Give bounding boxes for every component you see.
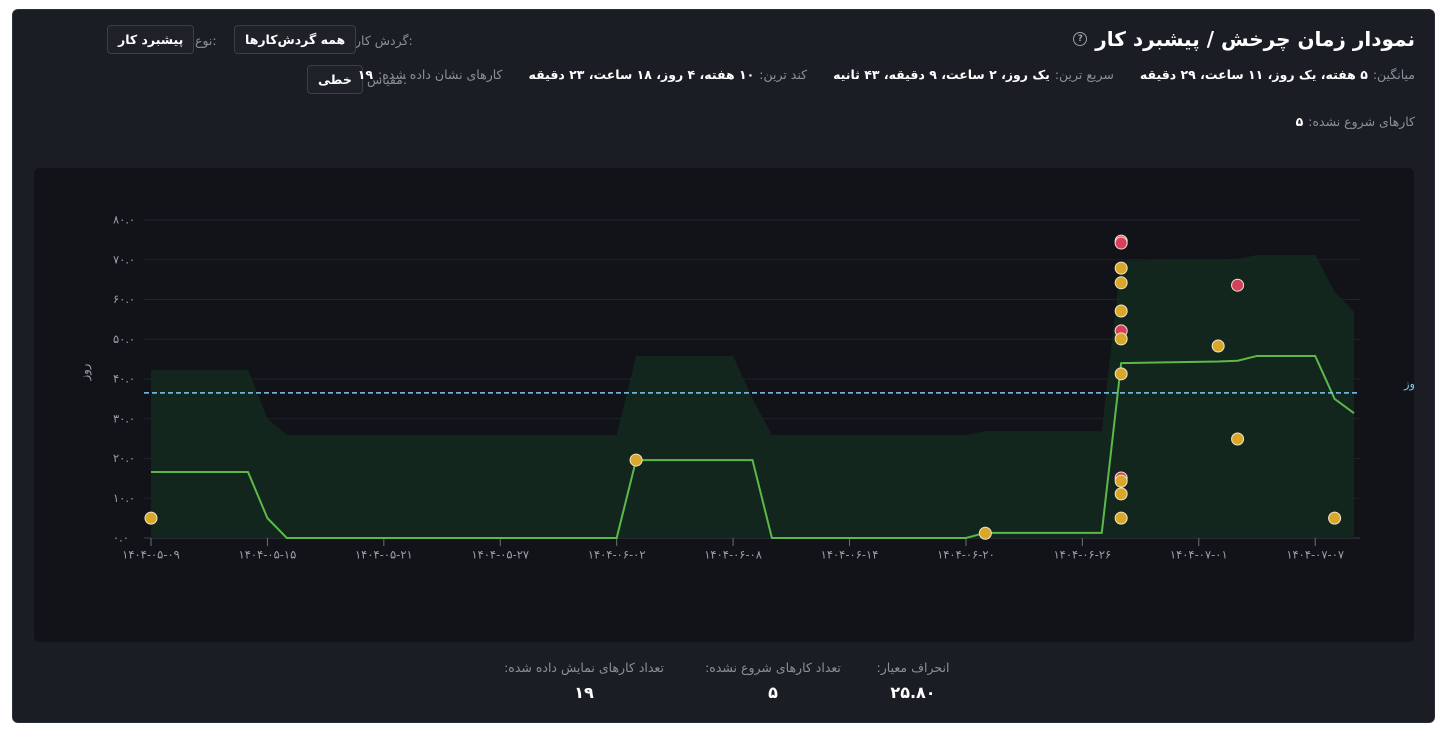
chart-panel: روز ۰.۰ ۱۰.۰ ۲۰.۰ ۳۰.۰ ۴۰.۰ ۵۰.۰ ۶۰.۰ ۷۰.۰ ۸۰.۰ ۱… [34, 168, 1447, 642]
x-tick-label: ۱۴۰۴-۰۶-۰۲ [588, 548, 646, 562]
x-tick-label: ۱۴۰۴-۰۵-۰۹ [122, 548, 180, 562]
type-label: نوع: [195, 33, 217, 48]
work-item [1114, 236, 1128, 250]
title-row: نمودار زمان چرخش / پیشبرد کار ? [1073, 27, 1415, 51]
y-tick-label: ۱۰.۰ [113, 491, 135, 505]
type-select[interactable]: پیشبرد کار [107, 25, 195, 54]
y-tick-label: ۰.۰ [113, 531, 129, 545]
y-axis-label: روز [78, 364, 93, 382]
x-tick-label: ۱۴۰۴-۰۵-۱۵ [239, 548, 297, 562]
stat-label: میانگین: [1372, 67, 1415, 82]
x-tick-label: ۱۴۰۴-۰۵-۲۱ [355, 548, 413, 562]
stat: سریع ترین: یک روز، ۲ ساعت، ۹ دقیقه، ۴۳ ثا… [833, 67, 1114, 82]
stat-value: ۵ هفته، یک روز، ۱۱ ساعت، ۲۹ دقیقه [1139, 67, 1368, 82]
work-item [1328, 511, 1342, 525]
x-tick-label: ۱۴۰۴-۰۷-۰۷ [1286, 548, 1344, 562]
footer-label: انحراف معیار: [876, 660, 950, 675]
scale-select[interactable]: خطی [307, 65, 363, 94]
stat: کند ترین: ۱۰ هفته، ۴ روز، ۱۸ ساعت، ۲۳ دقی… [529, 67, 808, 82]
footer-stat: تعداد کارهای نمایش داده شده: ۱۹ [504, 660, 664, 702]
help-icon[interactable]: ? [1073, 32, 1088, 46]
work-item [1114, 261, 1128, 275]
x-tick-label: ۱۴۰۴-۰۶-۲۰ [937, 548, 995, 562]
y-tick-label: ۳۰.۰ [113, 411, 135, 425]
work-item [1231, 432, 1245, 446]
x-tick-label: ۱۴۰۴-۰۶-۲۶ [1053, 548, 1111, 562]
work-item [1114, 367, 1128, 381]
stat-label: کارهای نشان داده شده: [378, 67, 503, 82]
y-tick-label: ۸۰.۰ [113, 213, 135, 227]
work-item [1114, 276, 1128, 290]
stat-value: یک روز، ۲ ساعت، ۹ دقیقه، ۴۳ ثانیه [833, 67, 1050, 82]
footer-value: ۵ [768, 683, 778, 702]
stat-label: سریع ترین: [1054, 67, 1114, 82]
work-item [1114, 487, 1128, 501]
y-tick-label: ۴۰.۰ [113, 372, 135, 386]
workflow-select[interactable]: همه گردش‌کارها [234, 25, 357, 54]
title: نمودار زمان چرخش / پیشبرد کار [1095, 27, 1415, 51]
x-tick-label: ۱۴۰۴-۰۶-۱۴ [821, 548, 879, 562]
work-item [1211, 339, 1225, 353]
x-tick-label: ۱۴۰۴-۰۶-۰۸ [704, 548, 762, 562]
work-item [1114, 474, 1128, 488]
unstarted: کارهای شروع نشده: ۵ [1296, 114, 1415, 129]
y-tick-label: ۲۰.۰ [113, 451, 135, 465]
work-item [629, 453, 643, 467]
chart: روز ۰.۰ ۱۰.۰ ۲۰.۰ ۳۰.۰ ۴۰.۰ ۵۰.۰ ۶۰.۰ ۷۰.۰ ۸۰.۰ ۱… [78, 213, 1447, 562]
y-tick-label: ۶۰.۰ [113, 292, 135, 306]
stat-value: ۱۹ [357, 67, 374, 82]
stat: کارهای نشان داده شده: ۱۹ [358, 67, 503, 82]
footer-stat: انحراف معیار: ۲۵.۸۰ [877, 660, 950, 702]
control-band [151, 254, 1354, 538]
x-tick-label: ۱۴۰۴-۰۷-۰۱ [1170, 548, 1228, 562]
stat-value: ۱۰ هفته، ۴ روز، ۱۸ ساعت، ۲۳ دقیقه [528, 67, 755, 82]
work-item [1114, 332, 1128, 346]
footer-label: تعداد کارهای شروع نشده: [705, 660, 841, 675]
mean-label: ۳۶.۵ روز [1403, 376, 1414, 391]
y-tick-label: ۵۰.۰ [113, 332, 135, 346]
work-item [1114, 511, 1128, 525]
stat-value: ۵ [1295, 114, 1304, 129]
stats: میانگین: ۵ هفته، یک روز، ۱۱ ساعت، ۲۹ دقیق… [358, 67, 1415, 82]
work-item [144, 511, 158, 525]
footer-value: ۲۵.۸۰ [890, 683, 936, 702]
footer-value: ۱۹ [574, 683, 594, 702]
rolling-average [151, 354, 1355, 539]
work-item [1114, 304, 1128, 318]
work-item [1231, 278, 1245, 292]
stat-label: کارهای شروع نشده: [1308, 114, 1415, 129]
stat-label: کند ترین: [759, 67, 808, 82]
workflow-label: گردش کار: [355, 33, 413, 48]
footer-stat: تعداد کارهای شروع نشده: ۵ [705, 660, 841, 702]
work-item [978, 526, 992, 540]
x-tick-label: ۱۴۰۴-۰۵-۲۷ [471, 548, 529, 562]
footer-label: تعداد کارهای نمایش داده شده: [504, 660, 664, 675]
scale-label: مقیاس: [367, 72, 408, 87]
stat: میانگین: ۵ هفته، یک روز، ۱۱ ساعت، ۲۹ دقیق… [1140, 67, 1415, 82]
y-tick-label: ۷۰.۰ [113, 252, 135, 266]
